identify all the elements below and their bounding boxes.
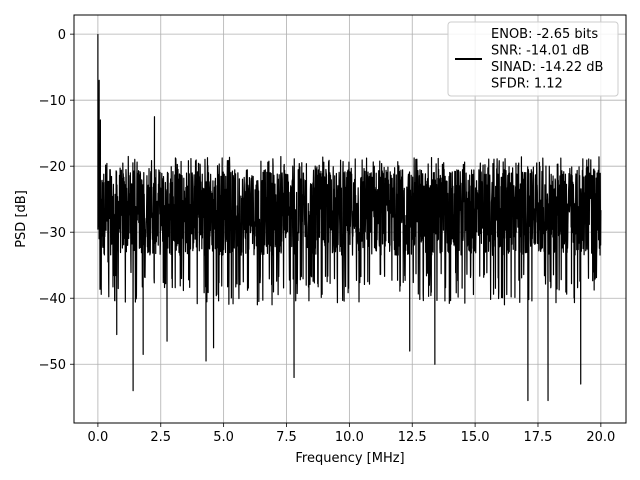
x-axis-ticks: 0.0 2.5 5.0 7.5 10.0 12.5 15.0 17.5 20.0 bbox=[88, 423, 615, 445]
x-tick-label: 15.0 bbox=[461, 430, 490, 445]
legend-entry: SNR: -14.01 dB bbox=[491, 44, 589, 59]
legend-entry: SFDR: 1.12 bbox=[491, 77, 563, 92]
y-tick-label: 0 bbox=[58, 28, 66, 43]
x-tick-label: 12.5 bbox=[398, 430, 427, 445]
x-tick-label: 0.0 bbox=[88, 430, 109, 445]
x-axis-title: Frequency [MHz] bbox=[295, 451, 404, 466]
y-tick-label: −30 bbox=[39, 226, 66, 241]
x-tick-label: 7.5 bbox=[276, 430, 297, 445]
y-tick-label: −50 bbox=[39, 358, 66, 373]
x-tick-label: 10.0 bbox=[335, 430, 364, 445]
legend-entry: ENOB: -2.65 bits bbox=[491, 27, 598, 42]
x-tick-label: 20.0 bbox=[586, 430, 615, 445]
y-axis-title: PSD [dB] bbox=[14, 190, 29, 248]
y-tick-label: −10 bbox=[39, 94, 66, 109]
x-tick-label: 5.0 bbox=[213, 430, 234, 445]
legend-box bbox=[447, 21, 619, 97]
y-axis-ticks: 0 −10 −20 −30 −40 −50 bbox=[39, 28, 74, 373]
axes-frame bbox=[73, 14, 627, 424]
y-tick-label: −40 bbox=[39, 292, 66, 307]
x-tick-label: 2.5 bbox=[150, 430, 171, 445]
series-line bbox=[97, 34, 602, 402]
y-tick-label: −20 bbox=[39, 160, 66, 175]
plot-area bbox=[97, 34, 602, 402]
x-tick-label: 17.5 bbox=[524, 430, 553, 445]
legend-entry: SINAD: -14.22 dB bbox=[491, 60, 603, 75]
